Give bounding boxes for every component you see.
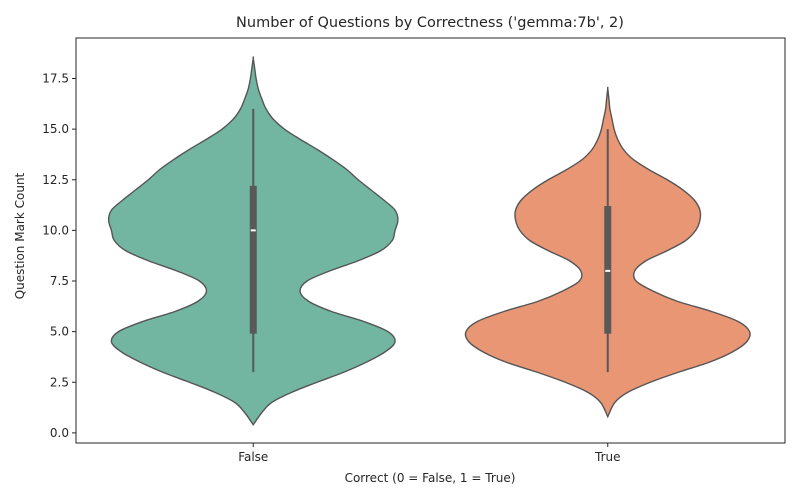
y-tick-label: 12.5 [42, 173, 69, 187]
iqr-box-true [604, 206, 612, 334]
y-tick-label: 5.0 [50, 325, 69, 339]
chart-title: Number of Questions by Correctness ('gem… [236, 15, 624, 31]
x-tick-label-true: True [594, 450, 621, 464]
axes: False True 0.0 2.5 5.0 7.5 10.0 12.5 15.0 17.5 [42, 72, 620, 465]
iqr-box-false [249, 185, 257, 334]
plot-frame [75, 37, 786, 444]
y-axis-label: Question Mark Count [13, 172, 27, 299]
x-tick-label-false: False [238, 450, 268, 464]
y-tick-label: 15.0 [42, 122, 69, 136]
y-tick-label: 0.0 [50, 426, 69, 440]
plot-area [107, 56, 751, 426]
x-axis-label: Correct (0 = False, 1 = True) [345, 471, 516, 485]
y-tick-label: 7.5 [50, 274, 69, 288]
y-tick-label: 17.5 [42, 72, 69, 86]
y-tick-label: 2.5 [50, 375, 69, 389]
y-tick-label: 10.0 [42, 223, 69, 237]
